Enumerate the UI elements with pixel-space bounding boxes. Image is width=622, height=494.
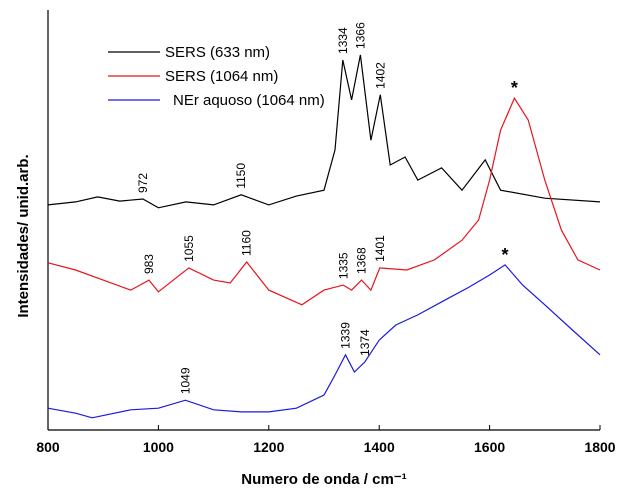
peak-label: 1049 bbox=[178, 367, 192, 394]
peak-label: 1366 bbox=[353, 22, 367, 49]
x-tick-label: 1000 bbox=[143, 439, 174, 455]
x-tick-label: 1400 bbox=[364, 439, 395, 455]
spectrum-line bbox=[47, 264, 601, 419]
peak-label: 1339 bbox=[339, 322, 353, 349]
spectrum-line bbox=[47, 54, 601, 209]
peak-label: 983 bbox=[142, 254, 156, 274]
peak-marker: * bbox=[511, 78, 518, 98]
x-tick-label: 1600 bbox=[474, 439, 505, 455]
peak-label: 1402 bbox=[373, 62, 387, 89]
x-axis-title: Numero de onda / cm⁻¹ bbox=[241, 471, 406, 488]
x-tick-label: 800 bbox=[36, 439, 60, 455]
legend-label: SERS (633 nm) bbox=[165, 44, 270, 61]
spectrum-line bbox=[47, 96, 601, 306]
peak-label: 1401 bbox=[373, 235, 387, 262]
x-tick-label: 1800 bbox=[584, 439, 615, 455]
peak-label: 1374 bbox=[358, 329, 372, 356]
peak-label: 1150 bbox=[234, 163, 248, 189]
x-tick-label: 1200 bbox=[253, 439, 284, 455]
legend-label: NEr aquoso (1064 nm) bbox=[173, 92, 325, 109]
peak-marker: * bbox=[502, 245, 509, 265]
peak-label: 1160 bbox=[240, 230, 254, 256]
peak-label: 1368 bbox=[355, 247, 369, 274]
peak-label: 1334 bbox=[336, 27, 350, 54]
peak-label: 1055 bbox=[182, 235, 196, 262]
y-axis-title: Intensidades/ unid.arb. bbox=[15, 154, 32, 317]
legend-label: SERS (1064 nm) bbox=[165, 68, 278, 85]
peak-label: 1335 bbox=[336, 252, 350, 279]
peak-label: 972 bbox=[136, 173, 150, 193]
